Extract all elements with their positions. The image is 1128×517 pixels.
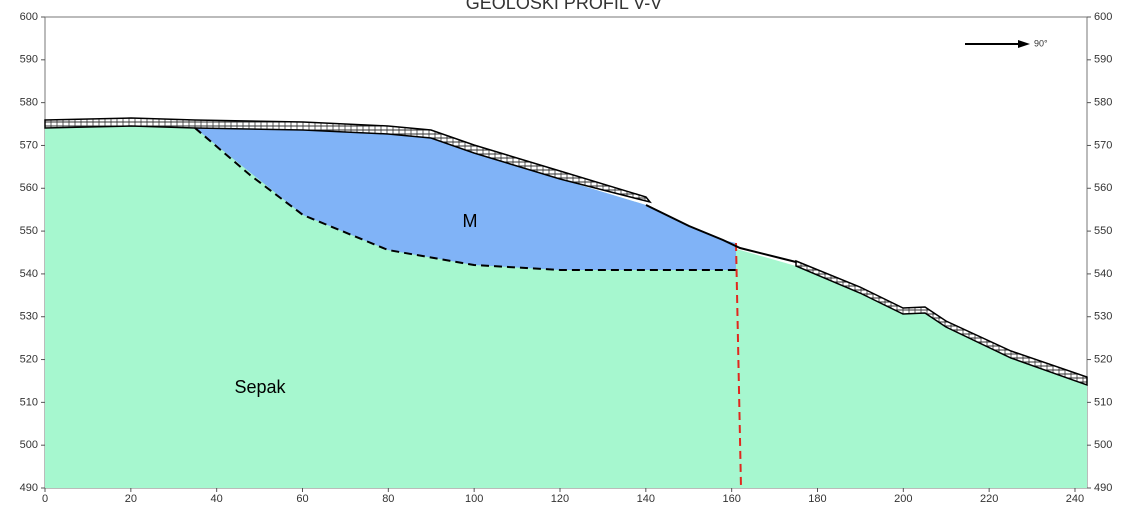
x-tick-label: 40 bbox=[211, 493, 223, 505]
y2-tick-label: 490 bbox=[1094, 482, 1112, 494]
y-tick-label: 500 bbox=[20, 439, 38, 451]
x-tick-label: 160 bbox=[722, 493, 740, 505]
y2-tick-label: 530 bbox=[1094, 311, 1112, 323]
y-tick-label: 600 bbox=[20, 11, 38, 23]
y-tick-label: 550 bbox=[20, 225, 38, 237]
unit-label: M bbox=[463, 211, 478, 231]
x-tick-label: 20 bbox=[125, 493, 137, 505]
y2-tick-label: 500 bbox=[1094, 439, 1112, 451]
chart-title: GEOLOSKI PROFIL V-V bbox=[466, 0, 662, 13]
x-tick-label: 180 bbox=[808, 493, 826, 505]
x-tick-label: 120 bbox=[551, 493, 569, 505]
x-tick-label: 140 bbox=[637, 493, 655, 505]
y-tick-label: 540 bbox=[20, 268, 38, 280]
y2-tick-label: 570 bbox=[1094, 139, 1112, 151]
x-tick-label: 240 bbox=[1066, 493, 1084, 505]
y-tick-label: 590 bbox=[20, 54, 38, 66]
x-tick-label: 200 bbox=[894, 493, 912, 505]
y-tick-label: 560 bbox=[20, 182, 38, 194]
x-tick-label: 80 bbox=[382, 493, 394, 505]
y-tick-label: 570 bbox=[20, 139, 38, 151]
y-tick-label: 530 bbox=[20, 311, 38, 323]
y2-tick-label: 550 bbox=[1094, 225, 1112, 237]
x-tick-label: 0 bbox=[42, 493, 48, 505]
unit-label: Sepak bbox=[234, 377, 286, 397]
y2-tick-label: 580 bbox=[1094, 97, 1112, 109]
y2-tick-label: 540 bbox=[1094, 268, 1112, 280]
x-tick-label: 100 bbox=[465, 493, 483, 505]
direction-label: 90° bbox=[1034, 38, 1048, 48]
x-tick-label: 220 bbox=[980, 493, 998, 505]
chart: GEOLOSKI PROFIL V-V M Sepak 90° 0 20 40 60 8… bbox=[0, 0, 1128, 517]
y2-tick-label: 560 bbox=[1094, 182, 1112, 194]
y-tick-label: 490 bbox=[20, 482, 38, 494]
y2-tick-label: 600 bbox=[1094, 11, 1112, 23]
y2-tick-label: 590 bbox=[1094, 54, 1112, 66]
y2-tick-label: 510 bbox=[1094, 396, 1112, 408]
y-tick-label: 520 bbox=[20, 353, 38, 365]
y-tick-label: 510 bbox=[20, 396, 38, 408]
y2-tick-label: 520 bbox=[1094, 353, 1112, 365]
y-tick-label: 580 bbox=[20, 97, 38, 109]
x-tick-label: 60 bbox=[296, 493, 308, 505]
